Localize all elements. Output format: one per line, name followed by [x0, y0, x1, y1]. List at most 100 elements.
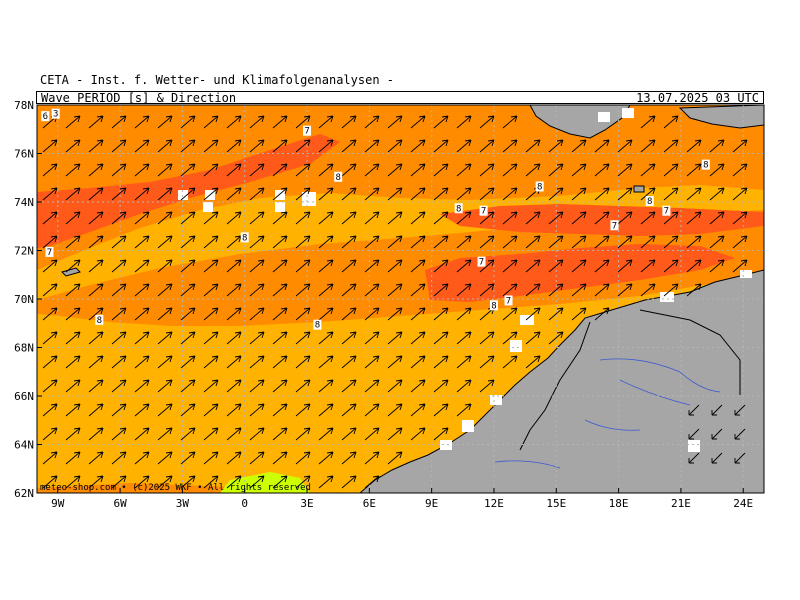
direction-arrow	[433, 403, 449, 417]
direction-arrow	[65, 403, 81, 417]
period-value-label: 7	[304, 127, 309, 137]
direction-arrow	[688, 452, 700, 464]
direction-arrow	[226, 187, 242, 201]
direction-arrow	[249, 211, 265, 225]
direction-arrow	[456, 211, 472, 225]
direction-arrow	[688, 428, 700, 440]
direction-arrow	[134, 259, 150, 273]
direction-arrow	[686, 259, 702, 273]
direction-arrow	[272, 115, 288, 129]
direction-arrow	[272, 331, 288, 345]
direction-arrow	[433, 283, 449, 297]
period-label-bg	[313, 319, 322, 330]
direction-arrow	[295, 235, 311, 249]
period-label-bg	[477, 256, 486, 267]
direction-arrow	[456, 139, 472, 153]
direction-arrow	[318, 307, 334, 321]
direction-arrow	[479, 379, 495, 393]
direction-arrow	[134, 163, 150, 177]
direction-arrow	[226, 115, 242, 129]
direction-arrow	[617, 211, 633, 225]
direction-arrow	[157, 139, 173, 153]
direction-arrow	[180, 211, 196, 225]
lon-label: 9W	[51, 497, 65, 510]
lat-label: 68N	[14, 342, 34, 355]
direction-arrow	[134, 235, 150, 249]
direction-arrow	[433, 211, 449, 225]
direction-arrow	[525, 211, 541, 225]
direction-arrow	[734, 428, 746, 440]
direction-arrow	[295, 475, 311, 489]
direction-arrow	[594, 259, 610, 273]
direction-arrow	[42, 379, 58, 393]
direction-arrow	[410, 211, 426, 225]
direction-arrow	[226, 451, 242, 465]
period-label-bg	[662, 205, 671, 216]
direction-arrow	[686, 187, 702, 201]
direction-arrow	[157, 283, 173, 297]
direction-arrow	[249, 379, 265, 393]
direction-arrow	[226, 235, 242, 249]
direction-arrow	[433, 427, 449, 441]
direction-arrow	[134, 139, 150, 153]
lon-label: 6W	[113, 497, 127, 510]
direction-arrow	[42, 355, 58, 369]
direction-arrow	[341, 403, 357, 417]
direction-arrow	[732, 259, 748, 273]
direction-arrow	[272, 403, 288, 417]
direction-arrow	[734, 452, 746, 464]
direction-arrow	[341, 451, 357, 465]
direction-arrow	[157, 259, 173, 273]
lat-label: 74N	[14, 196, 34, 209]
direction-arrow	[295, 187, 311, 201]
lon-label: 12E	[484, 497, 504, 510]
direction-arrow	[42, 307, 58, 321]
direction-arrow	[410, 283, 426, 297]
lon-label: 3E	[300, 497, 313, 510]
direction-arrow	[42, 187, 58, 201]
direction-arrow	[180, 235, 196, 249]
direction-arrow	[157, 187, 173, 201]
direction-arrow	[525, 283, 541, 297]
direction-arrow	[318, 451, 334, 465]
period-value-label: 6	[43, 112, 48, 122]
direction-arrow	[111, 451, 127, 465]
direction-arrow	[295, 163, 311, 177]
lat-label: 70N	[14, 293, 34, 306]
direction-arrow	[295, 355, 311, 369]
direction-arrow	[111, 331, 127, 345]
direction-arrow	[732, 139, 748, 153]
direction-arrow	[364, 283, 380, 297]
direction-arrow	[157, 451, 173, 465]
direction-arrow	[456, 115, 472, 129]
direction-arrow	[525, 355, 541, 369]
direction-arrow	[640, 163, 656, 177]
direction-arrow	[180, 307, 196, 321]
direction-arrow	[88, 139, 104, 153]
direction-arrow	[134, 427, 150, 441]
direction-arrow	[111, 235, 127, 249]
direction-arrow	[295, 403, 311, 417]
direction-arrow	[594, 307, 610, 321]
direction-arrow	[433, 259, 449, 273]
lat-label: 76N	[14, 148, 34, 161]
direction-arrow	[686, 283, 702, 297]
direction-arrow	[272, 307, 288, 321]
direction-arrow	[249, 283, 265, 297]
direction-arrow	[318, 187, 334, 201]
direction-arrow	[203, 163, 219, 177]
period-band-8-9-east	[425, 244, 735, 302]
direction-arrow	[548, 163, 564, 177]
direction-arrow	[502, 211, 518, 225]
direction-arrow	[180, 139, 196, 153]
direction-arrow	[571, 259, 587, 273]
direction-arrow	[709, 235, 725, 249]
direction-arrow	[318, 259, 334, 273]
direction-arrow	[318, 163, 334, 177]
direction-arrow	[65, 211, 81, 225]
direction-arrow	[157, 403, 173, 417]
direction-arrow	[203, 187, 219, 201]
direction-arrow	[341, 211, 357, 225]
direction-arrow	[226, 331, 242, 345]
direction-arrow	[594, 163, 610, 177]
